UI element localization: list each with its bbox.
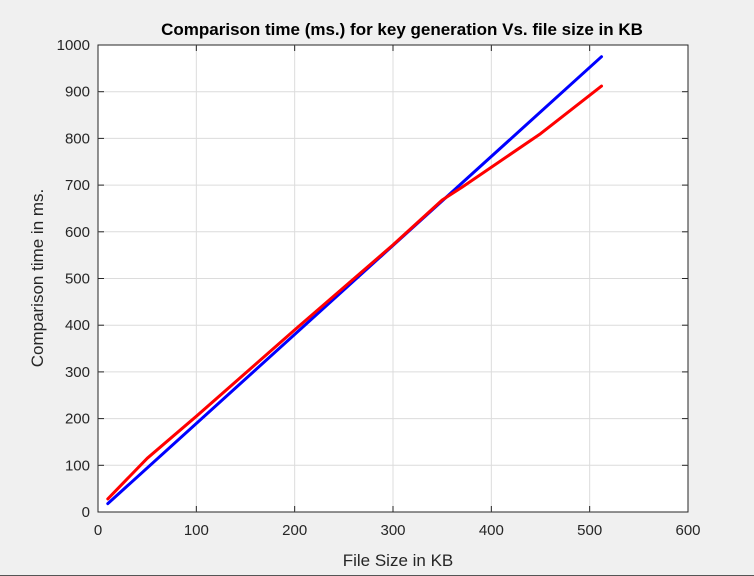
y-tick-label: 100 <box>65 457 90 474</box>
series-lines <box>106 55 603 506</box>
x-tick-label: 200 <box>282 522 307 539</box>
series-line-1 <box>106 55 603 506</box>
y-tick-label: 800 <box>65 130 90 147</box>
y-axis-label: Comparison time in ms. <box>28 189 47 368</box>
y-tick-label: 900 <box>65 84 90 101</box>
y-tick-label: 0 <box>82 504 90 521</box>
series-line-2 <box>106 84 603 501</box>
y-tick-label: 1000 <box>57 37 90 54</box>
y-tick-label: 600 <box>65 224 90 241</box>
y-axis: 0 100 200 300 400 500 600 700 800 900 1000 <box>57 37 688 521</box>
x-tick-label: 100 <box>184 522 209 539</box>
y-tick-label: 200 <box>65 411 90 428</box>
x-tick-label: 600 <box>675 522 700 539</box>
chart-title: Comparison time (ms.) for key generation… <box>161 20 643 39</box>
x-tick-label: 500 <box>577 522 602 539</box>
x-axis-label: File Size in KB <box>343 551 454 570</box>
y-tick-label: 400 <box>65 317 90 334</box>
x-tick-label: 300 <box>380 522 405 539</box>
x-axis: 0 100 200 300 400 500 600 <box>94 45 701 539</box>
x-tick-label: 400 <box>479 522 504 539</box>
x-tick-label: 0 <box>94 522 102 539</box>
y-tick-label: 700 <box>65 177 90 194</box>
y-tick-label: 300 <box>65 364 90 381</box>
grid-lines <box>98 45 688 512</box>
y-tick-label: 500 <box>65 271 90 288</box>
